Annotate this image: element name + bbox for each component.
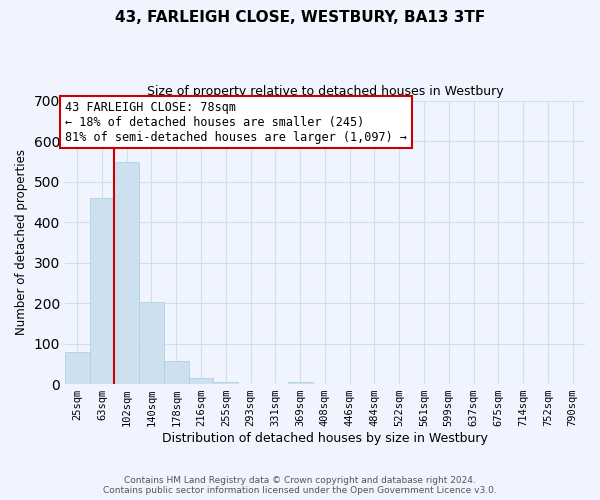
X-axis label: Distribution of detached houses by size in Westbury: Distribution of detached houses by size … <box>162 432 488 445</box>
Text: 43 FARLEIGH CLOSE: 78sqm
← 18% of detached houses are smaller (245)
81% of semi-: 43 FARLEIGH CLOSE: 78sqm ← 18% of detach… <box>65 100 407 144</box>
Bar <box>214 382 238 384</box>
Bar <box>115 162 139 384</box>
Bar <box>164 360 188 384</box>
Bar <box>288 382 313 384</box>
Bar <box>139 302 164 384</box>
Bar <box>65 352 89 384</box>
Title: Size of property relative to detached houses in Westbury: Size of property relative to detached ho… <box>146 85 503 98</box>
Bar <box>188 378 214 384</box>
Bar <box>89 198 115 384</box>
Y-axis label: Number of detached properties: Number of detached properties <box>15 150 28 336</box>
Text: Contains HM Land Registry data © Crown copyright and database right 2024.
Contai: Contains HM Land Registry data © Crown c… <box>103 476 497 495</box>
Text: 43, FARLEIGH CLOSE, WESTBURY, BA13 3TF: 43, FARLEIGH CLOSE, WESTBURY, BA13 3TF <box>115 10 485 25</box>
